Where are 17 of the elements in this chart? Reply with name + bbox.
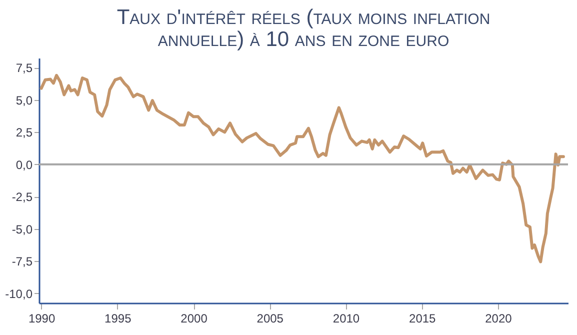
y-tick-label: 0,0 [16, 158, 33, 172]
chart-title: Taux d'intérêt réels (taux moins inflation annuelle) à 10 ans en zone euro [116, 6, 490, 51]
x-tick-label: 1990 [28, 312, 56, 326]
x-tick-label: 1995 [104, 312, 132, 326]
y-tick-label: -7,5 [12, 254, 33, 269]
x-tick-label: 2010 [332, 312, 360, 326]
y-tick-label: -2,5 [12, 190, 33, 204]
x-tick-label: 2015 [409, 312, 436, 326]
x-tick-label: 2020 [485, 312, 512, 326]
x-tick-label: 2000 [180, 312, 208, 326]
y-tick-label: 2,5 [16, 126, 33, 140]
x-tick-label: 2005 [256, 312, 284, 326]
y-tick-label: -5,0 [12, 222, 33, 236]
y-tick-label: 5,0 [16, 93, 33, 108]
line-series [40, 74, 565, 264]
y-tick-label: -10,0 [5, 286, 33, 301]
y-tick-label: 7,5 [16, 61, 33, 76]
